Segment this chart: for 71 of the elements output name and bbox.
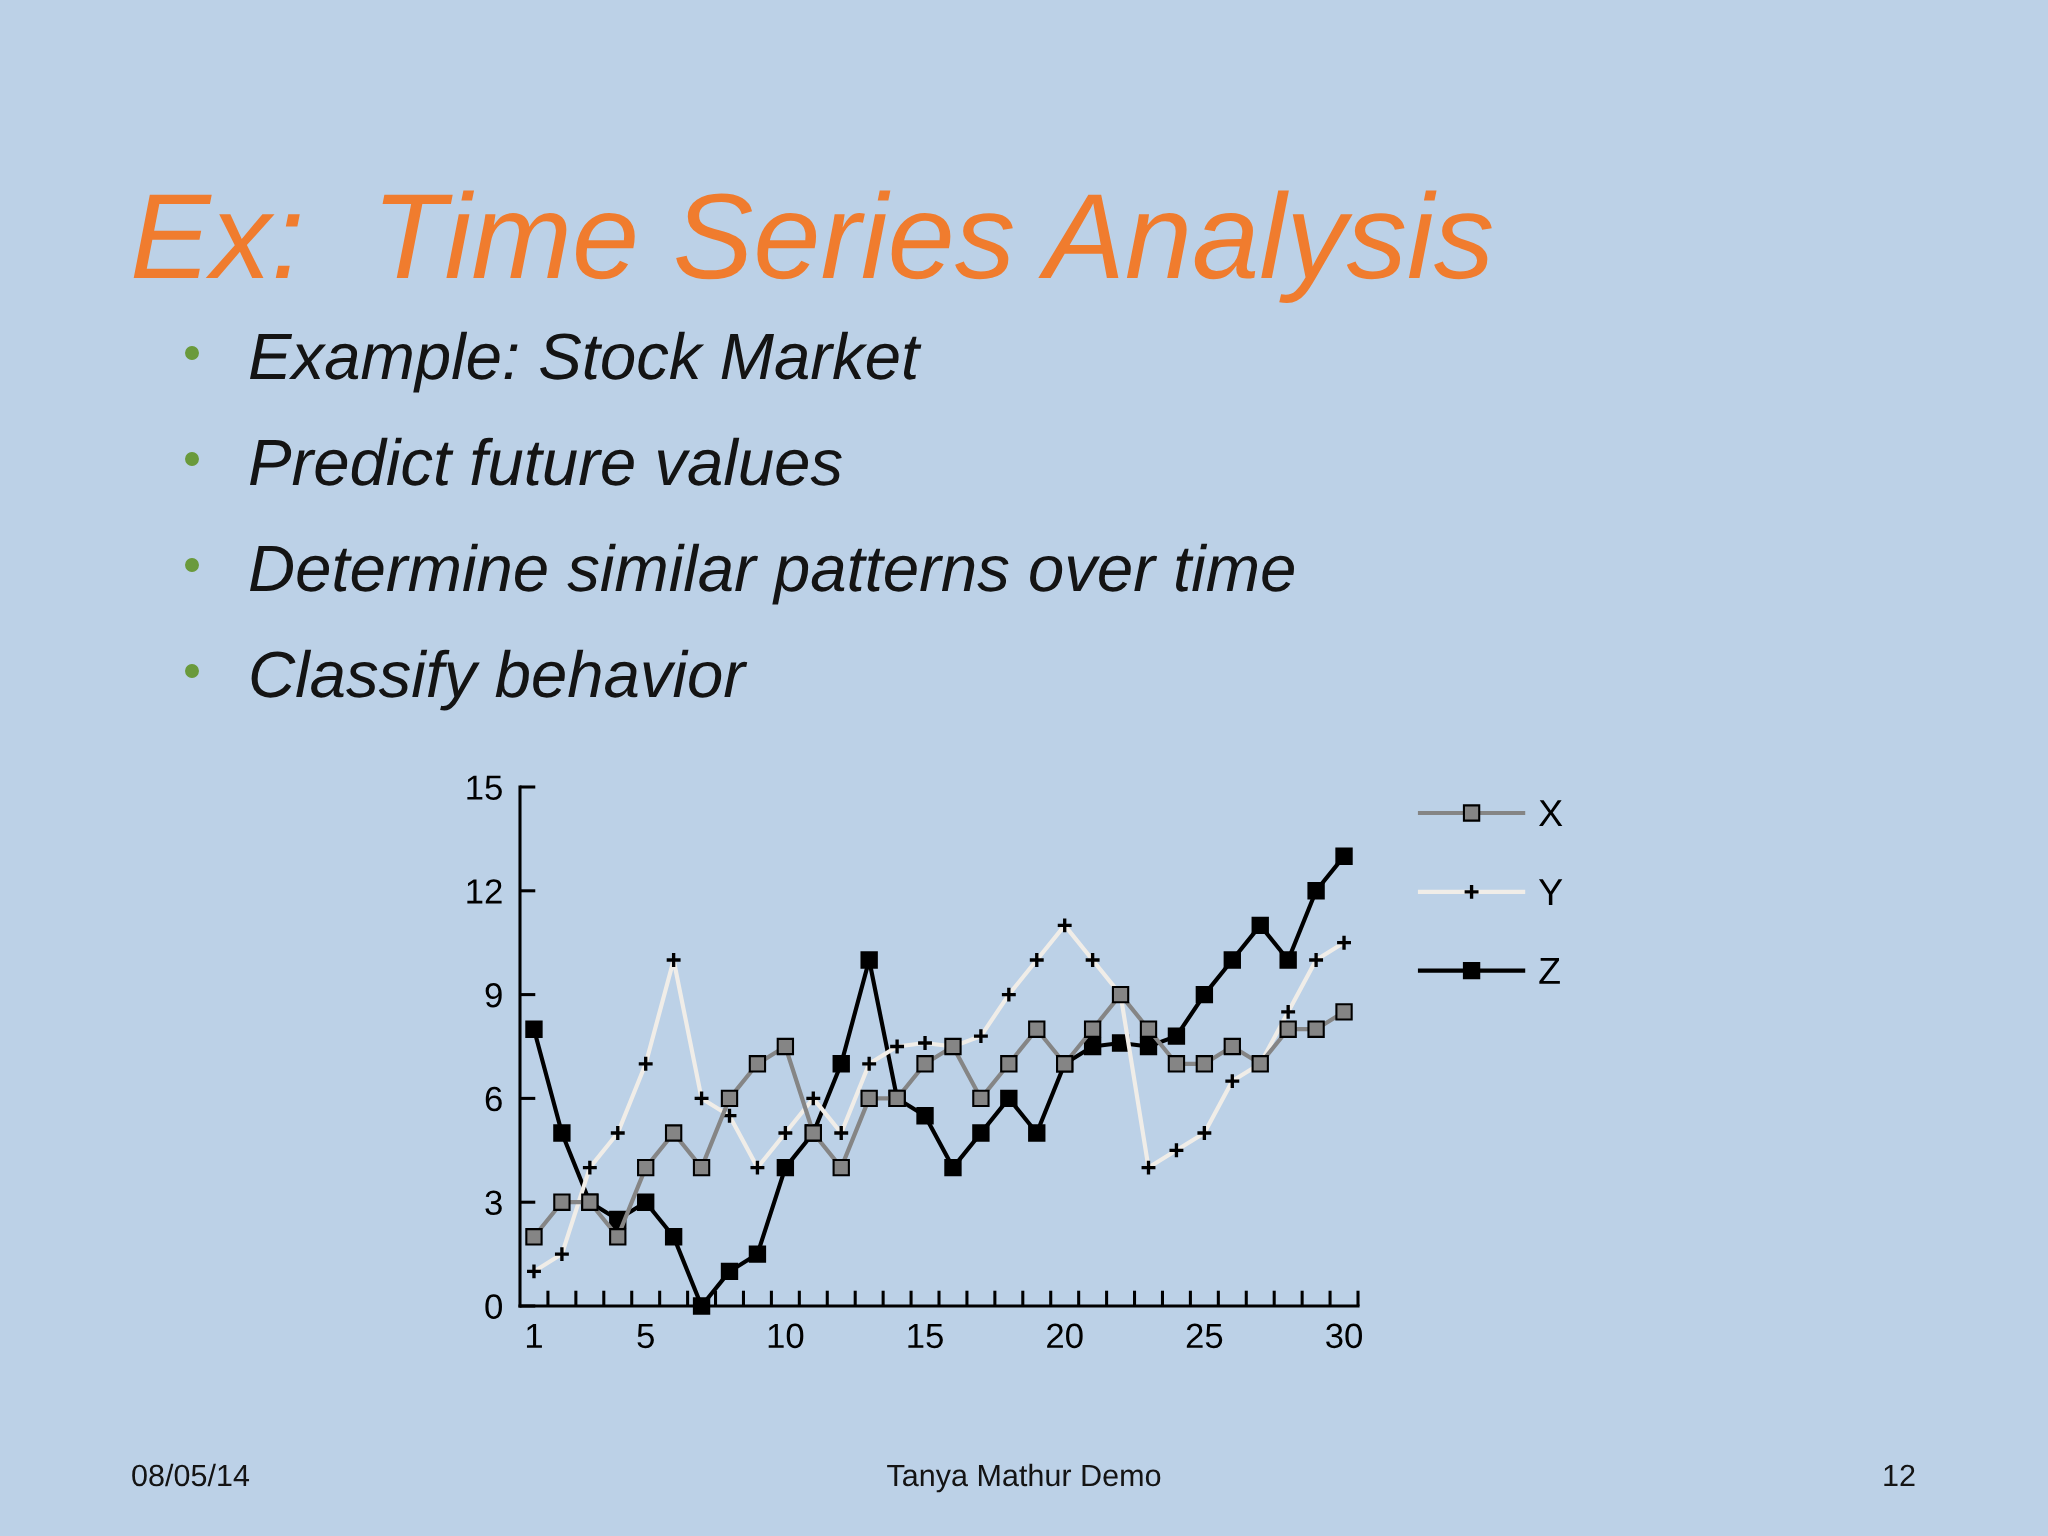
point (916, 1055, 934, 1073)
text: Tanya Mathur Demo (887, 1463, 1161, 1493)
text: Example: Stock Market (250, 331, 922, 393)
point (720, 1262, 739, 1281)
point (609, 1228, 627, 1246)
y-tick-label: 9 (485, 982, 502, 1008)
point (972, 1124, 990, 1142)
point (776, 1037, 795, 1056)
point (1139, 1020, 1158, 1038)
point (1279, 1020, 1297, 1038)
point (860, 951, 878, 969)
point (637, 1158, 655, 1177)
x-tick-label: 25 (1186, 1323, 1223, 1349)
point (692, 1297, 711, 1315)
x-tick-label: 20 (1047, 1323, 1083, 1349)
point (748, 1245, 767, 1263)
point (1223, 951, 1241, 969)
x-tick-label: 15 (908, 1323, 943, 1349)
point (1195, 1055, 1214, 1073)
point (776, 1158, 795, 1177)
point (1251, 916, 1269, 935)
point (832, 1055, 850, 1073)
point (748, 1055, 767, 1073)
y-tick-label: 6 (485, 1086, 502, 1112)
point (692, 1158, 711, 1177)
text: Determine similar patterns over time (250, 543, 1294, 605)
point (1307, 882, 1325, 900)
y-tick-label: 0 (485, 1294, 502, 1319)
x-tick-label: 30 (1326, 1323, 1362, 1349)
point (1000, 1055, 1018, 1073)
y-tick-label: 12 (467, 879, 502, 904)
point (916, 1107, 934, 1125)
point (832, 1158, 850, 1177)
point (637, 1193, 655, 1211)
text: 12 (1884, 1464, 1915, 1486)
point (553, 1124, 571, 1142)
point (553, 1193, 571, 1211)
point (664, 1228, 683, 1246)
x-tick-label: 10 (768, 1323, 804, 1349)
legend-label: Z (1539, 957, 1560, 984)
legend-label: Y (1538, 879, 1563, 905)
point (1083, 1020, 1102, 1038)
point (1028, 1020, 1046, 1038)
point (972, 1089, 990, 1108)
point (944, 1158, 962, 1177)
point (1279, 951, 1297, 969)
point (525, 1020, 543, 1038)
point (1000, 1089, 1018, 1108)
point (1335, 847, 1353, 865)
point (1167, 1027, 1186, 1045)
point (1028, 1124, 1046, 1142)
point (1139, 1037, 1158, 1056)
text: Classify behavior (251, 649, 748, 711)
chart-title: Ex: Time Series Analysis (133, 190, 1492, 304)
legend-label: X (1538, 800, 1563, 827)
y-tick-label: 15 (467, 775, 502, 800)
point (525, 1228, 543, 1246)
text: Predict future values (250, 437, 842, 486)
point (1335, 1003, 1353, 1021)
point (664, 1124, 683, 1142)
point (1195, 985, 1214, 1004)
point (1083, 1037, 1102, 1056)
text: 08/05/14 (132, 1463, 250, 1487)
x-tick-label: 5 (637, 1323, 654, 1349)
x-tick-label: 1 (526, 1323, 542, 1348)
point (1307, 1020, 1325, 1038)
point (1167, 1055, 1186, 1073)
point (720, 1089, 739, 1108)
point (1223, 1037, 1241, 1056)
y-tick-label: 3 (485, 1190, 502, 1216)
point (860, 1089, 878, 1108)
